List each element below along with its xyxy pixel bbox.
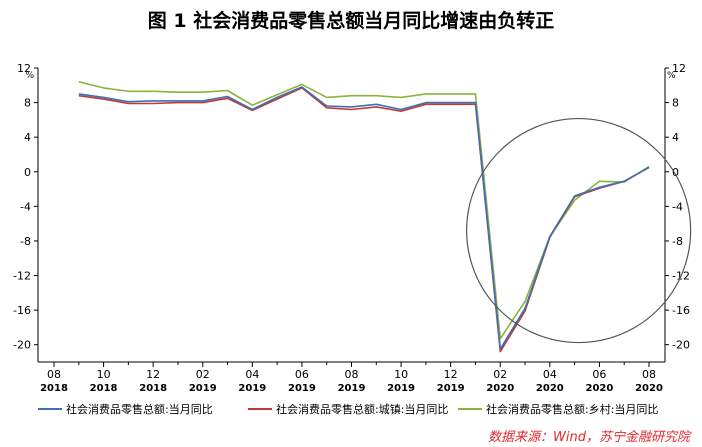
source-note: 数据来源：Wind，苏宁金融研究院 [488, 430, 690, 445]
x-tick-month: 12 [444, 368, 458, 381]
x-tick-month: 06 [295, 368, 309, 381]
x-tick-month: 02 [196, 368, 210, 381]
x-tick-year: 2020 [486, 383, 514, 394]
x-tick-month: 04 [543, 368, 557, 381]
x-tick-year: 2019 [288, 383, 316, 394]
series-layer [78, 81, 650, 353]
legend-label-2: 社会消费品零售总额:乡村:当月同比 [486, 402, 658, 416]
series-line-0 [78, 86, 650, 350]
series-line-1 [78, 87, 650, 353]
x-tick-month: 08 [47, 368, 61, 381]
y-tick-label: -16 [672, 304, 690, 317]
y-tick-label: -4 [672, 200, 683, 213]
x-tick-year: 2019 [387, 383, 415, 394]
legend-label-1: 社会消费品零售总额:城镇:当月同比 [276, 402, 448, 416]
x-tick-month: 02 [493, 368, 507, 381]
y-tick-label: 12 [672, 62, 686, 75]
x-tick-year: 2020 [536, 383, 564, 394]
y-unit-left: % [25, 71, 34, 81]
x-tick-month: 08 [345, 368, 359, 381]
y-tick-label: -16 [13, 304, 31, 317]
y-axis-left: 12 8 4 0 -4 -8 -12 -16 -20% [13, 62, 38, 352]
y-tick-label: -12 [13, 270, 31, 283]
y-tick-label: 4 [24, 131, 31, 144]
x-tick-year: 2020 [635, 383, 663, 394]
y-tick-label: -8 [20, 235, 31, 248]
x-tick-month: 08 [642, 368, 656, 381]
chart-title: 图 1 社会消费品零售总额当月同比增速由负转正 [147, 10, 555, 32]
y-tick-label: 8 [24, 97, 31, 110]
x-tick-year: 2019 [189, 383, 217, 394]
y-tick-label: 8 [672, 97, 679, 110]
y-tick-label: -4 [20, 200, 31, 213]
x-tick-month: 06 [592, 368, 606, 381]
x-tick-year: 2018 [139, 383, 167, 394]
y-tick-label: 4 [672, 131, 679, 144]
series-line-2 [78, 81, 650, 340]
y-tick-label: 0 [24, 166, 31, 179]
legend-label-0: 社会消费品零售总额:当月同比 [66, 402, 213, 416]
highlight-circle [466, 117, 692, 344]
y-tick-label: -20 [13, 339, 31, 352]
x-tick-year: 2018 [40, 383, 68, 394]
x-tick-year: 2019 [238, 383, 266, 394]
annotation-layer [466, 117, 692, 344]
plot-frame [37, 68, 666, 363]
x-axis: 08 2018 10 2018 12 2018 02 2019 04 2019 06 2019 08 20… [40, 362, 663, 394]
x-tick-year: 2019 [338, 383, 366, 394]
y-tick-label: 0 [672, 166, 679, 179]
x-tick-month: 04 [245, 368, 259, 381]
x-tick-month: 10 [394, 368, 408, 381]
x-tick-year: 2020 [585, 383, 613, 394]
x-tick-month: 10 [97, 368, 111, 381]
y-tick-label: -20 [672, 339, 690, 352]
x-tick-year: 2018 [90, 383, 118, 394]
y-tick-label: -8 [672, 235, 683, 248]
x-tick-month: 12 [146, 368, 160, 381]
y-tick-label: 12 [17, 62, 31, 75]
x-tick-year: 2019 [437, 383, 465, 394]
y-unit-right: % [667, 71, 676, 81]
legend: 社会消费品零售总额:当月同比 社会消费品零售总额:城镇:当月同比 社会消费品零售总额… [38, 402, 658, 416]
